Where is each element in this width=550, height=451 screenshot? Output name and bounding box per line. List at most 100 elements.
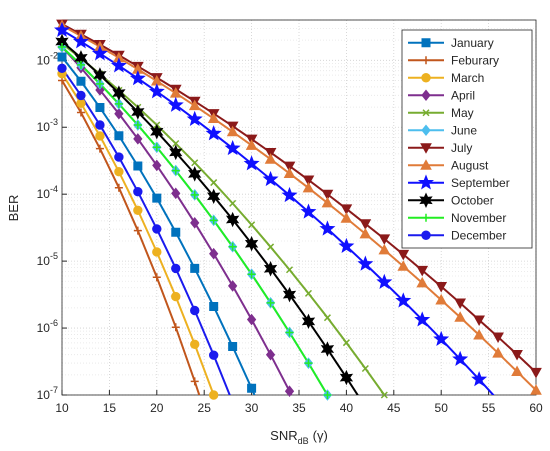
marker bbox=[167, 96, 184, 112]
y-tick-exponent: -5 bbox=[50, 251, 58, 261]
marker bbox=[76, 98, 86, 108]
marker bbox=[209, 216, 218, 225]
marker bbox=[435, 281, 448, 293]
x-tick-label: 55 bbox=[482, 401, 496, 415]
marker bbox=[95, 84, 105, 96]
marker bbox=[171, 227, 181, 237]
marker bbox=[133, 121, 142, 130]
legend-marker bbox=[422, 213, 430, 222]
marker bbox=[95, 103, 105, 113]
x-tick-label: 40 bbox=[340, 401, 354, 415]
marker bbox=[207, 188, 221, 205]
marker bbox=[304, 289, 313, 297]
marker bbox=[229, 199, 237, 207]
marker bbox=[131, 104, 145, 120]
marker bbox=[359, 219, 372, 230]
y-tick-exponent: -2 bbox=[50, 50, 58, 60]
marker bbox=[264, 153, 277, 164]
y-tick-base: 10 bbox=[37, 388, 51, 402]
legend-label: October bbox=[451, 193, 494, 207]
legend-label: April bbox=[451, 88, 475, 102]
series-line bbox=[61, 46, 329, 395]
legend-label: December bbox=[451, 228, 506, 242]
marker bbox=[129, 70, 146, 86]
marker bbox=[188, 99, 201, 111]
marker bbox=[435, 293, 448, 305]
legend-label: August bbox=[451, 158, 489, 172]
marker bbox=[95, 120, 105, 130]
marker bbox=[169, 144, 183, 161]
marker bbox=[171, 187, 181, 200]
legend-marker bbox=[421, 124, 431, 137]
marker bbox=[340, 212, 353, 223]
marker bbox=[376, 273, 393, 289]
marker bbox=[284, 385, 295, 397]
marker bbox=[263, 261, 278, 277]
marker bbox=[208, 350, 219, 360]
marker bbox=[246, 313, 257, 326]
marker bbox=[454, 311, 467, 322]
marker bbox=[171, 263, 181, 274]
marker bbox=[209, 247, 219, 260]
marker bbox=[76, 90, 86, 101]
marker bbox=[247, 383, 257, 393]
x-tick-label: 50 bbox=[435, 401, 449, 415]
legend-marker bbox=[418, 174, 434, 190]
marker bbox=[190, 305, 200, 316]
marker bbox=[133, 226, 142, 235]
marker bbox=[262, 170, 279, 187]
marker bbox=[95, 144, 104, 153]
marker bbox=[110, 57, 127, 73]
legend-label: May bbox=[451, 106, 474, 120]
marker bbox=[57, 52, 67, 62]
marker bbox=[433, 330, 450, 347]
marker bbox=[302, 181, 315, 193]
marker bbox=[152, 273, 161, 282]
marker bbox=[133, 205, 143, 215]
y-tick-label: 10-7 bbox=[37, 385, 58, 402]
marker bbox=[323, 391, 332, 399]
legend-marker bbox=[419, 192, 433, 208]
marker bbox=[208, 390, 219, 400]
x-tick-label: 25 bbox=[198, 401, 212, 415]
marker bbox=[205, 125, 222, 141]
y-tick-label: 10-6 bbox=[37, 318, 58, 335]
marker bbox=[511, 365, 523, 377]
marker bbox=[342, 339, 350, 347]
marker bbox=[301, 313, 316, 330]
marker bbox=[282, 286, 297, 303]
marker bbox=[186, 110, 203, 126]
marker bbox=[245, 139, 258, 150]
legend-label: Feburary bbox=[451, 53, 499, 67]
x-tick-label: 20 bbox=[150, 401, 164, 415]
marker bbox=[378, 234, 391, 245]
series-line bbox=[61, 73, 215, 395]
marker bbox=[224, 139, 241, 156]
marker bbox=[114, 131, 124, 141]
marker bbox=[152, 143, 161, 152]
marker bbox=[243, 155, 260, 171]
marker bbox=[190, 190, 199, 199]
marker bbox=[95, 79, 104, 88]
marker bbox=[188, 166, 202, 182]
marker bbox=[321, 196, 334, 208]
marker bbox=[283, 161, 296, 173]
legend-box bbox=[401, 29, 533, 249]
marker bbox=[416, 276, 429, 288]
marker bbox=[227, 280, 238, 292]
y-tick-base: 10 bbox=[37, 254, 51, 268]
marker bbox=[133, 133, 143, 145]
marker bbox=[300, 203, 317, 219]
marker bbox=[91, 45, 108, 61]
legend-marker bbox=[421, 38, 431, 48]
marker bbox=[378, 243, 391, 255]
marker bbox=[190, 339, 200, 350]
marker bbox=[247, 270, 256, 279]
x-tick-label: 10 bbox=[55, 401, 69, 415]
marker bbox=[152, 159, 162, 172]
legend-marker bbox=[422, 56, 430, 65]
legend-marker bbox=[421, 230, 431, 240]
marker bbox=[530, 367, 542, 379]
marker bbox=[416, 265, 429, 277]
